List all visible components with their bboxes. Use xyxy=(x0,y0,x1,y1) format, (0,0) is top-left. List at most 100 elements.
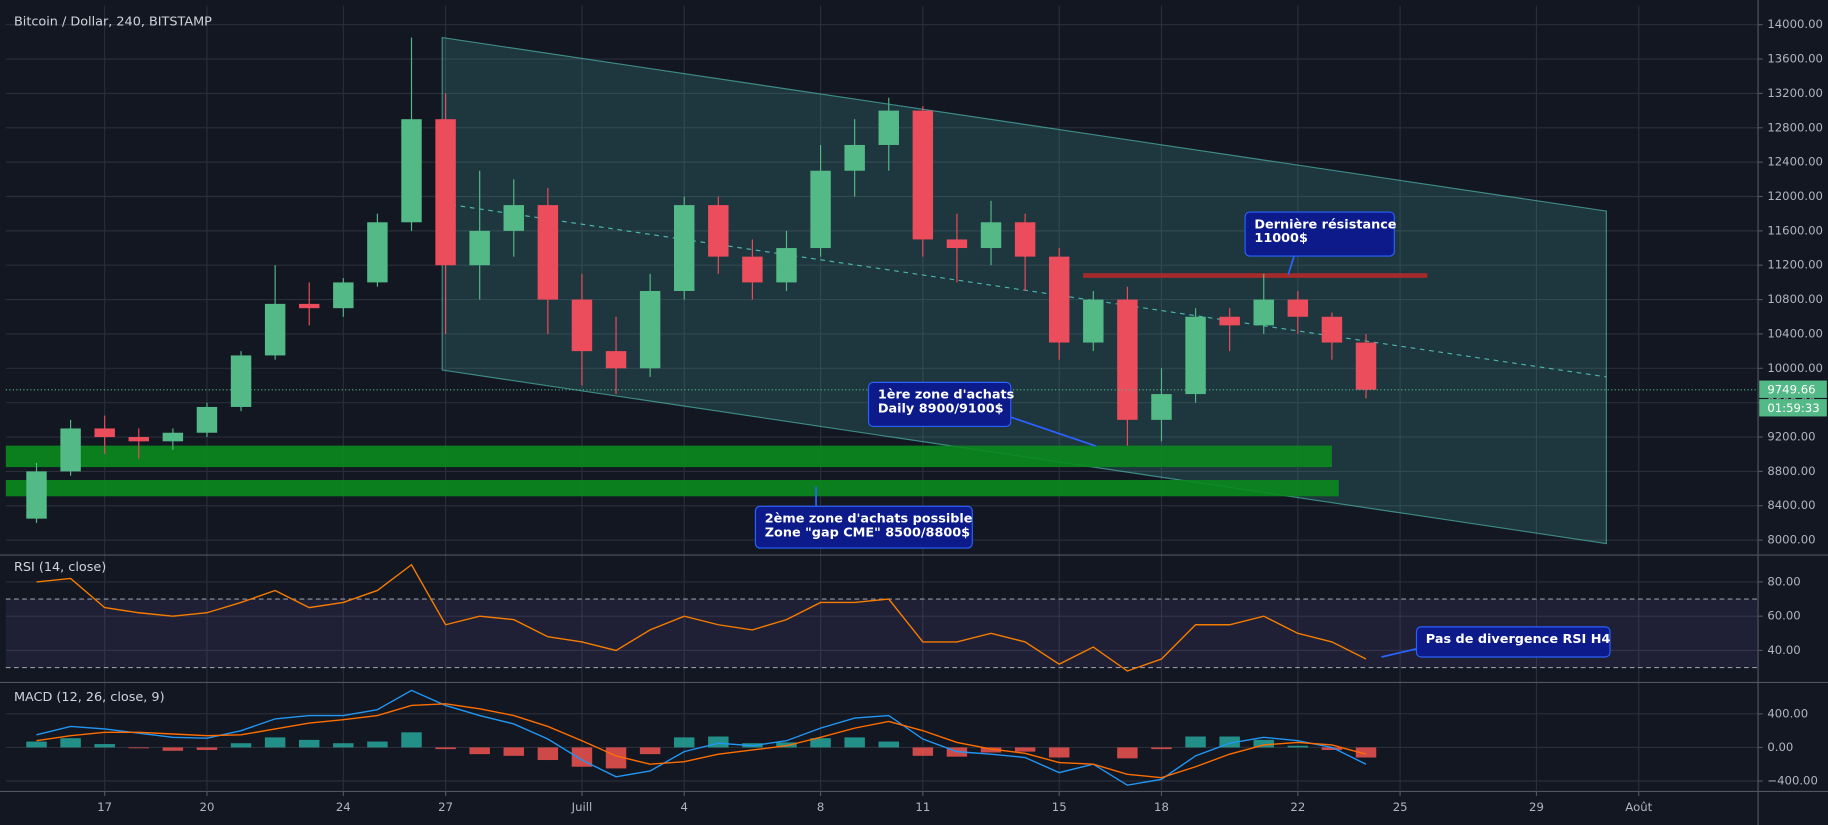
last-price-label: 9749.66 xyxy=(1767,382,1815,396)
candle-body xyxy=(367,222,388,283)
y-tick-label: 0.00 xyxy=(1767,740,1793,754)
y-tick-label: 400.00 xyxy=(1767,706,1808,720)
candle-body xyxy=(571,299,593,352)
macd-histogram-bar xyxy=(1219,736,1240,748)
y-tick-label: 8800.00 xyxy=(1767,464,1815,478)
macd-histogram-bar xyxy=(60,738,81,748)
buy-zone xyxy=(5,445,1332,468)
macd-histogram-bar xyxy=(1287,745,1309,748)
macd-histogram-bar xyxy=(776,742,797,748)
candle-body xyxy=(503,205,524,231)
annotation-box xyxy=(867,381,1012,427)
candle-body xyxy=(1117,299,1138,420)
macd-histogram-bar xyxy=(639,747,661,755)
candle-body xyxy=(1287,299,1309,317)
macd-histogram-bar xyxy=(503,747,524,756)
grid xyxy=(5,5,1763,797)
annotation-text: Pas de divergence RSI H4 xyxy=(1426,632,1611,647)
x-tick-label: 11 xyxy=(915,800,930,814)
channel-midline xyxy=(442,202,1607,378)
candle-body xyxy=(162,432,184,442)
y-tick-label: 12000.00 xyxy=(1767,189,1823,203)
y-tick-label: 11200.00 xyxy=(1767,258,1823,272)
annotation-pointer xyxy=(1381,648,1417,658)
y-tick-label: 60.00 xyxy=(1767,609,1800,623)
candle-body xyxy=(60,428,81,472)
annotation-text: 2ème zone d'achats possible xyxy=(765,512,973,527)
macd-histogram-bar xyxy=(810,738,831,748)
candle-body xyxy=(230,355,252,407)
annotation-box xyxy=(1415,626,1611,658)
x-tick-label: 22 xyxy=(1290,800,1305,814)
countdown-label: 01:59:33 xyxy=(1767,401,1819,415)
macd-histogram-bar xyxy=(1151,747,1172,750)
macd-histogram-bar xyxy=(128,747,150,749)
x-tick-label: 17 xyxy=(97,800,112,814)
macd-panel xyxy=(26,689,1377,786)
macd-histogram-bar xyxy=(878,741,899,748)
x-tick-label: 25 xyxy=(1393,800,1408,814)
macd-line xyxy=(36,689,1367,786)
candle-body xyxy=(1355,342,1377,390)
candle-body xyxy=(1048,256,1070,343)
annotation-box xyxy=(754,505,973,549)
macd-histogram-bar xyxy=(401,732,422,748)
macd-histogram-bar xyxy=(469,747,490,755)
countdown-box xyxy=(1759,399,1827,417)
x-tick-label: 24 xyxy=(336,800,351,814)
macd-histogram-bar xyxy=(230,743,252,748)
candle-body xyxy=(128,437,150,442)
candle-body xyxy=(980,222,1002,249)
rsi-panel: Pas de divergence RSI H4 xyxy=(5,563,1759,672)
macd-histogram-bar xyxy=(196,747,218,750)
candle-body xyxy=(946,239,968,249)
candle-body xyxy=(1014,222,1036,257)
y-tick-label: 13200.00 xyxy=(1767,86,1823,100)
macd-histogram-bar xyxy=(673,737,695,748)
x-tick-label: 27 xyxy=(438,800,453,814)
macd-histogram-bar xyxy=(299,739,320,748)
candle-body xyxy=(708,205,729,257)
resistance-line xyxy=(1083,273,1428,278)
y-tick-label: 14000.00 xyxy=(1767,17,1823,31)
x-tick-label: 29 xyxy=(1529,800,1544,814)
y-tick-label: 11600.00 xyxy=(1767,223,1823,237)
annotation-text: Zone "gap CME" 8500/8800$ xyxy=(765,526,970,541)
macd-histogram-bar xyxy=(1355,747,1377,758)
macd-histogram-bar xyxy=(367,741,388,748)
annotation-text: 1ère zone d'achats xyxy=(878,388,1014,403)
x-tick-label: Août xyxy=(1625,800,1652,814)
macd-histogram-bar xyxy=(537,747,559,761)
annotation-text: Dernière résistance xyxy=(1254,217,1396,232)
annotation-box xyxy=(1244,211,1395,257)
x-tick-label: 8 xyxy=(817,800,824,814)
candle-body xyxy=(1151,394,1172,420)
candle-body xyxy=(469,230,490,266)
y-tick-label: 8400.00 xyxy=(1767,498,1815,512)
x-tick-label: 20 xyxy=(200,800,215,814)
annotation-text: Daily 8900/9100$ xyxy=(878,402,1004,417)
last-price-box xyxy=(1759,380,1827,398)
y-tick-label: 10400.00 xyxy=(1767,326,1823,340)
candle-body xyxy=(1321,316,1343,343)
annotation-text: 11000$ xyxy=(1254,231,1308,246)
candle-body xyxy=(776,248,797,283)
macd-histogram-bar xyxy=(26,741,47,748)
candle-body xyxy=(810,170,831,249)
candle-body xyxy=(333,282,354,309)
y-tick-label: 9200.00 xyxy=(1767,430,1815,444)
macd-histogram-bar xyxy=(1253,739,1274,748)
macd-histogram-bar xyxy=(1117,747,1138,759)
candle-body xyxy=(673,205,695,291)
candle-body xyxy=(878,110,899,145)
candle-body xyxy=(435,119,456,266)
macd-histogram-bar xyxy=(844,737,865,748)
macd-histogram-bar xyxy=(912,747,934,756)
candle-body xyxy=(639,290,661,369)
candle-body xyxy=(94,428,115,438)
y-tick-label: −400.00 xyxy=(1767,774,1818,788)
